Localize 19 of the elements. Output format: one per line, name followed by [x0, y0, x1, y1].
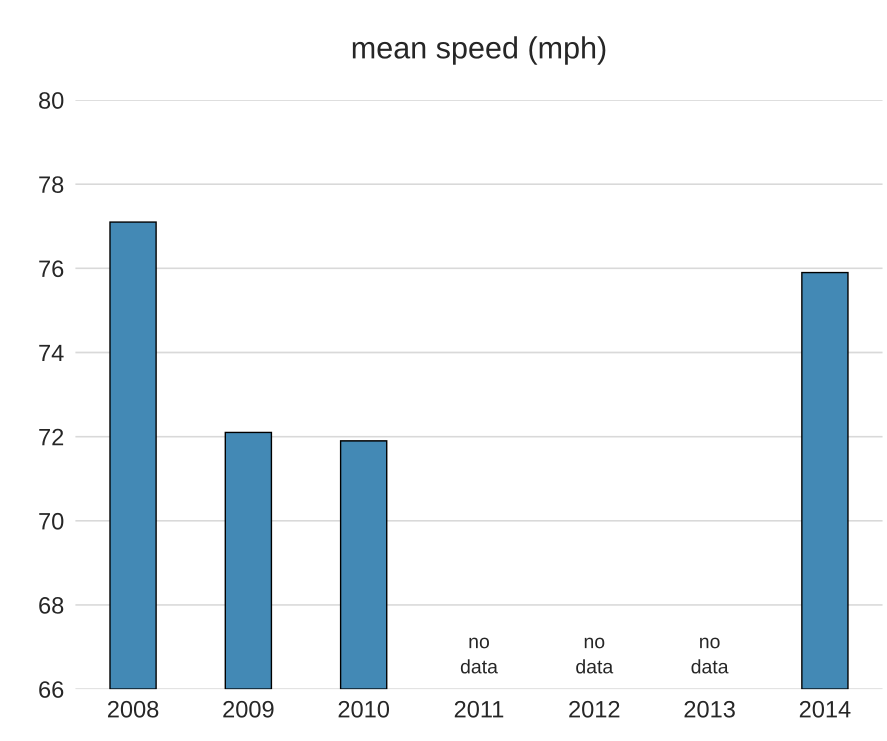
y-tick-label: 76 — [39, 260, 64, 278]
y-tick-label: 72 — [39, 428, 64, 446]
x-tick-label: 2014 — [800, 700, 850, 718]
y-tick-label: 70 — [39, 512, 64, 530]
x-tick-label: 2010 — [338, 700, 390, 718]
x-tick-label: 2013 — [684, 700, 735, 718]
annotation: no data — [460, 638, 498, 674]
x-tick-label: 2012 — [569, 700, 620, 718]
x-tick-label: 2009 — [223, 700, 274, 718]
x-tick-label: 2011 — [454, 700, 504, 718]
y-tick-label: 68 — [39, 597, 64, 614]
x-tick-label: 2008 — [108, 700, 158, 718]
y-tick-label: 80 — [39, 92, 64, 109]
annotation: no data — [691, 638, 729, 674]
annotation: no data — [576, 638, 614, 674]
chart-title: mean speed (mph) — [352, 36, 606, 65]
y-tick-label: 78 — [39, 176, 64, 193]
y-tick-label: 74 — [39, 344, 64, 362]
y-tick-label: 66 — [39, 681, 64, 698]
